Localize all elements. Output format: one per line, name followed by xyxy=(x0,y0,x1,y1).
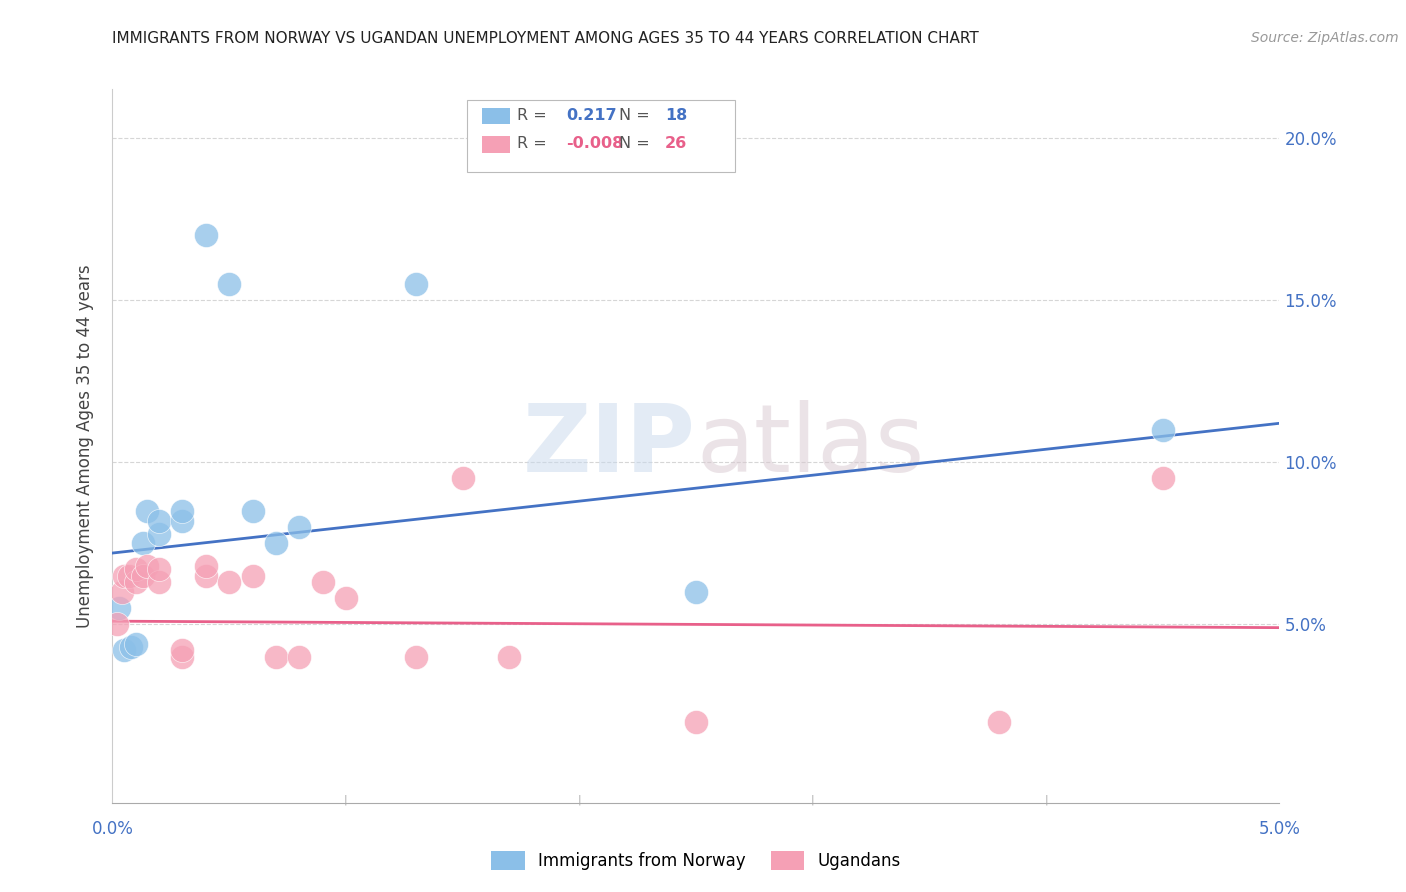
Point xyxy=(172,504,194,518)
Text: |: | xyxy=(811,795,814,805)
Point xyxy=(242,504,264,518)
Point xyxy=(125,637,148,651)
Point xyxy=(685,714,707,729)
Point xyxy=(194,559,217,574)
Text: 0.217: 0.217 xyxy=(567,108,617,122)
Point xyxy=(335,591,357,606)
Point xyxy=(125,575,148,590)
Point xyxy=(125,562,148,576)
Point xyxy=(136,504,159,518)
Point xyxy=(132,536,155,550)
Text: IMMIGRANTS FROM NORWAY VS UGANDAN UNEMPLOYMENT AMONG AGES 35 TO 44 YEARS CORRELA: IMMIGRANTS FROM NORWAY VS UGANDAN UNEMPL… xyxy=(112,31,979,46)
Text: -0.008: -0.008 xyxy=(567,136,624,151)
Point xyxy=(218,277,240,291)
Text: 0.0%: 0.0% xyxy=(91,820,134,838)
Point xyxy=(685,585,707,599)
Point xyxy=(242,568,264,582)
Point xyxy=(118,568,141,582)
Point xyxy=(194,568,217,582)
Point xyxy=(311,575,333,590)
Point xyxy=(111,585,134,599)
Text: |: | xyxy=(344,795,347,805)
Point xyxy=(120,640,142,654)
Point xyxy=(405,277,427,291)
Text: Source: ZipAtlas.com: Source: ZipAtlas.com xyxy=(1251,31,1399,45)
Text: R =: R = xyxy=(517,136,547,151)
Text: R =: R = xyxy=(517,108,547,122)
Text: N =: N = xyxy=(619,136,650,151)
Point xyxy=(148,562,170,576)
Point xyxy=(1152,471,1174,485)
Text: 5.0%: 5.0% xyxy=(1258,820,1301,838)
Point xyxy=(148,575,170,590)
Point xyxy=(105,617,128,632)
Point xyxy=(172,514,194,528)
Point xyxy=(108,601,131,615)
Point xyxy=(988,714,1011,729)
Point xyxy=(451,471,474,485)
Point xyxy=(172,643,194,657)
Legend: Immigrants from Norway, Ugandans: Immigrants from Norway, Ugandans xyxy=(485,844,907,877)
Point xyxy=(264,649,287,664)
Y-axis label: Unemployment Among Ages 35 to 44 years: Unemployment Among Ages 35 to 44 years xyxy=(76,264,94,628)
Point xyxy=(148,526,170,541)
Text: 18: 18 xyxy=(665,108,688,122)
Text: |: | xyxy=(578,795,581,805)
Point xyxy=(1152,423,1174,437)
Point xyxy=(172,649,194,664)
Text: 26: 26 xyxy=(665,136,688,151)
Point xyxy=(148,514,170,528)
Point xyxy=(288,520,311,534)
Point xyxy=(132,568,155,582)
Point xyxy=(112,643,135,657)
Point xyxy=(218,575,240,590)
Point xyxy=(264,536,287,550)
Text: atlas: atlas xyxy=(696,400,924,492)
Point xyxy=(136,559,159,574)
Point xyxy=(405,649,427,664)
Text: ZIP: ZIP xyxy=(523,400,696,492)
Point xyxy=(288,649,311,664)
Point xyxy=(194,228,217,243)
Point xyxy=(498,649,520,664)
Point xyxy=(112,568,135,582)
Text: N =: N = xyxy=(619,108,650,122)
Text: |: | xyxy=(1045,795,1047,805)
